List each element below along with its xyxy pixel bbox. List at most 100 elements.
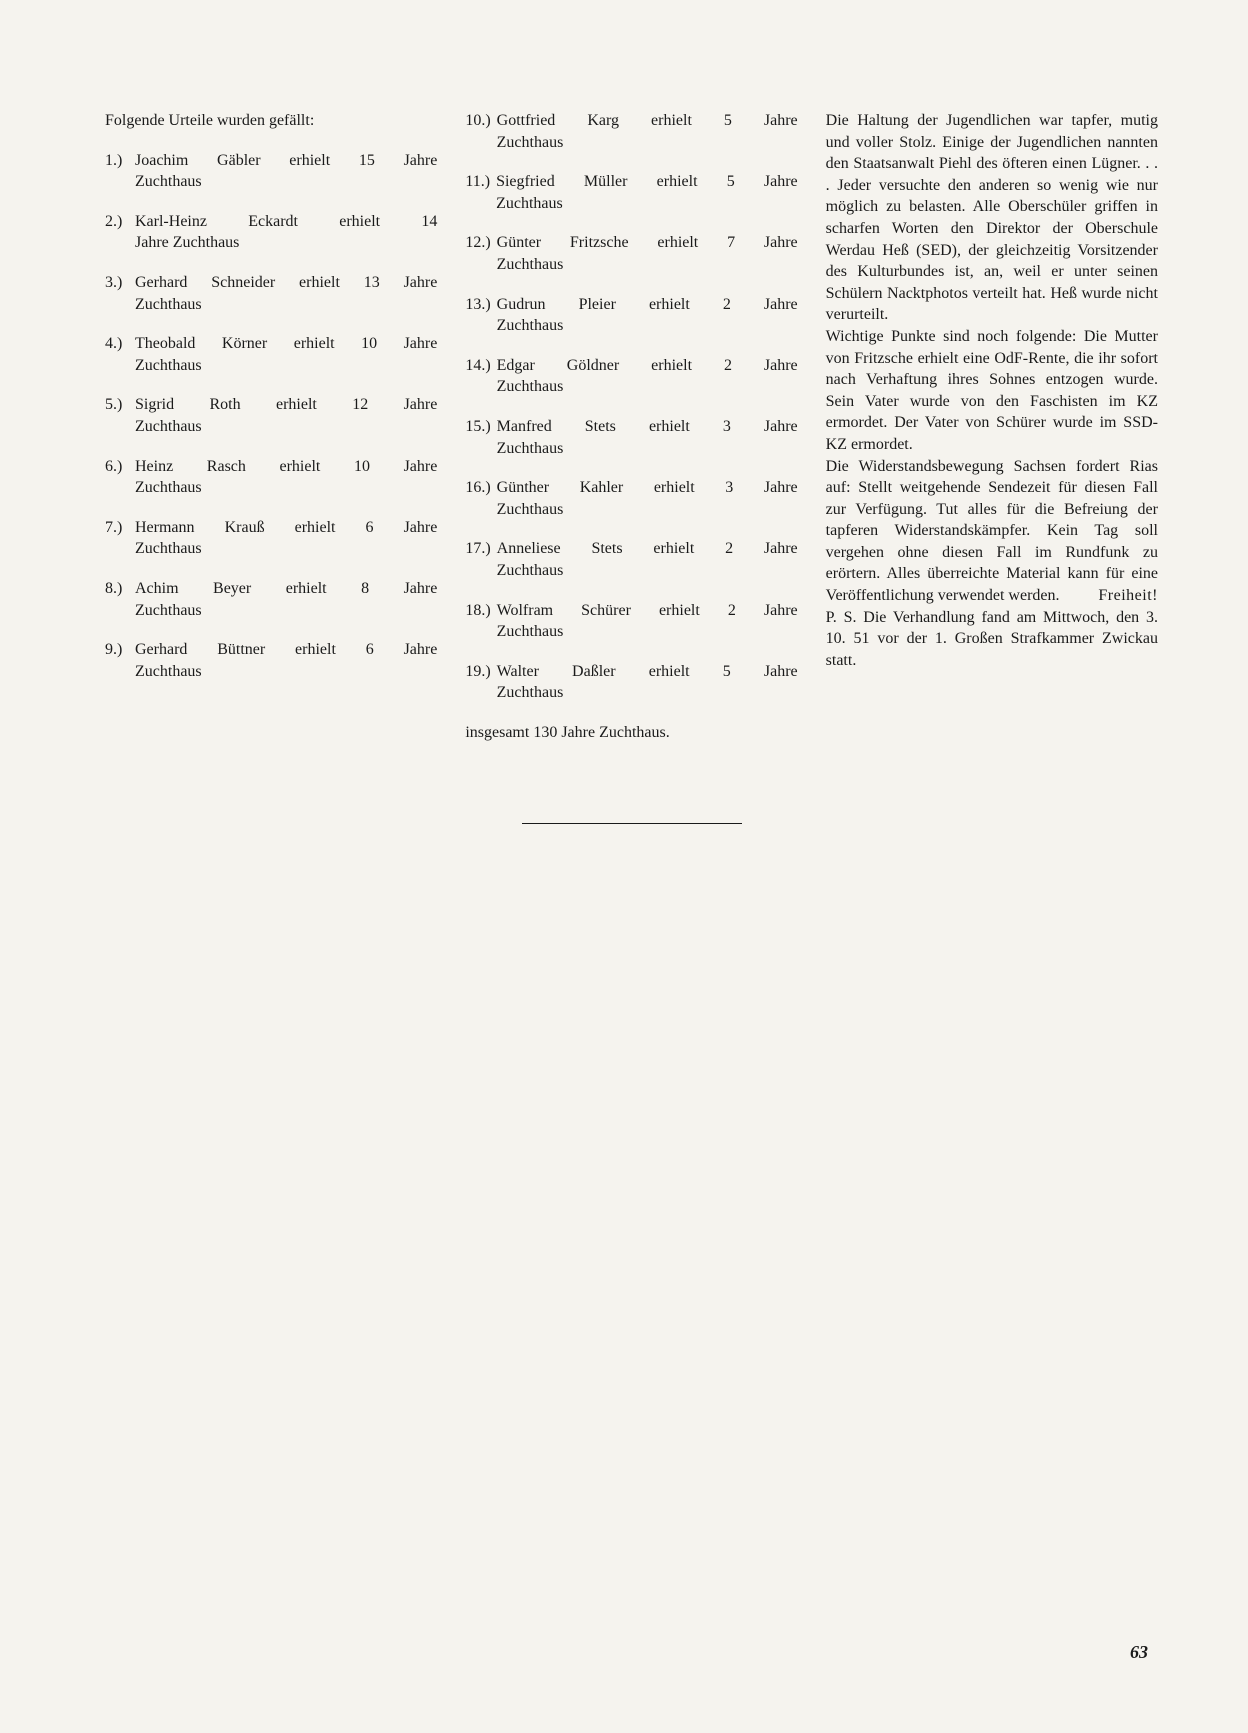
verdict-item: 10.)Gottfried Karg erhielt 5 JahreZuchth…	[465, 110, 797, 153]
verdict-text: Heinz Rasch erhielt 10 JahreZuchthaus	[135, 456, 437, 499]
verdict-line2: Zuchthaus	[497, 560, 798, 582]
verdict-number: 5.)	[105, 394, 135, 437]
verdict-line1: Wolfram Schürer erhielt 2 Jahre	[497, 600, 798, 622]
verdict-item: 8.)Achim Beyer erhielt 8 JahreZuchthaus	[105, 578, 437, 621]
verdict-line2: Zuchthaus	[135, 600, 437, 622]
verdict-line1: Manfred Stets erhielt 3 Jahre	[497, 416, 798, 438]
verdict-line2: Zuchthaus	[135, 294, 437, 316]
verdict-text: Gerhard Schneider erhielt 13 JahreZuchth…	[135, 272, 437, 315]
column-3: Die Haltung der Jugendlichen war tapfer,…	[826, 110, 1158, 743]
verdict-item: 7.)Hermann Krauß erhielt 6 JahreZuchthau…	[105, 517, 437, 560]
verdict-line2: Zuchthaus	[135, 416, 437, 438]
verdict-text: Walter Daßler erhielt 5 JahreZuchthaus	[497, 661, 798, 704]
verdict-text: Achim Beyer erhielt 8 JahreZuchthaus	[135, 578, 437, 621]
verdict-line1: Heinz Rasch erhielt 10 Jahre	[135, 456, 437, 478]
verdict-line2: Zuchthaus	[135, 538, 437, 560]
verdict-line1: Sigrid Roth erhielt 12 Jahre	[135, 394, 437, 416]
verdict-text: Gerhard Büttner erhielt 6 JahreZuchthaus	[135, 639, 437, 682]
verdict-line2: Zuchthaus	[497, 315, 798, 337]
verdict-item: 12.)Günter Fritzsche erhielt 7 JahreZuch…	[465, 232, 797, 275]
verdict-line1: Achim Beyer erhielt 8 Jahre	[135, 578, 437, 600]
verdict-line2: Zuchthaus	[497, 376, 798, 398]
prose-paragraph-3: Die Widerstandsbewegung Sachsen fordert …	[826, 456, 1158, 607]
freiheit-word: Freiheit!	[1098, 585, 1158, 607]
verdict-number: 17.)	[465, 538, 496, 581]
column-container: Folgende Urteile wurden gefällt: 1.)Joac…	[105, 110, 1158, 743]
page-number: 63	[1130, 1642, 1148, 1663]
prose-paragraph-4: P. S. Die Verhandlung fand am Mittwoch, …	[826, 607, 1158, 672]
column-2: 10.)Gottfried Karg erhielt 5 JahreZuchth…	[465, 110, 797, 743]
verdict-number: 2.)	[105, 211, 135, 254]
verdict-line2: Zuchthaus	[497, 621, 798, 643]
verdict-item: 19.)Walter Daßler erhielt 5 JahreZuchtha…	[465, 661, 797, 704]
verdict-item: 18.)Wolfram Schürer erhielt 2 JahreZucht…	[465, 600, 797, 643]
verdict-line2: Zuchthaus	[135, 661, 437, 683]
verdict-line2: Zuchthaus	[497, 132, 798, 154]
verdict-text: Theobald Körner erhielt 10 JahreZuchthau…	[135, 333, 437, 376]
verdict-text: Manfred Stets erhielt 3 JahreZuchthaus	[497, 416, 798, 459]
verdict-text: Hermann Krauß erhielt 6 JahreZuchthaus	[135, 517, 437, 560]
verdict-text: Gottfried Karg erhielt 5 JahreZuchthaus	[497, 110, 798, 153]
verdict-text: Siegfried Müller erhielt 5 JahreZuchthau…	[496, 171, 798, 214]
verdict-line1: Edgar Göldner erhielt 2 Jahre	[497, 355, 798, 377]
verdict-line1: Hermann Krauß erhielt 6 Jahre	[135, 517, 437, 539]
verdict-number: 1.)	[105, 150, 135, 193]
verdict-number: 4.)	[105, 333, 135, 376]
intro-text: Folgende Urteile wurden gefällt:	[105, 110, 437, 132]
verdict-line2: Zuchthaus	[497, 682, 798, 704]
verdict-text: Karl-Heinz Eckardt erhielt 14Jahre Zucht…	[135, 211, 437, 254]
verdict-line2: Zuchthaus	[496, 193, 798, 215]
verdict-item: 11.)Siegfried Müller erhielt 5 JahreZuch…	[465, 171, 797, 214]
verdict-item: 3.)Gerhard Schneider erhielt 13 JahreZuc…	[105, 272, 437, 315]
verdict-line1: Gottfried Karg erhielt 5 Jahre	[497, 110, 798, 132]
verdict-line1: Gerhard Schneider erhielt 13 Jahre	[135, 272, 437, 294]
verdict-line1: Karl-Heinz Eckardt erhielt 14	[135, 211, 437, 233]
verdict-item: 1.)Joachim Gäbler erhielt 15 JahreZuchth…	[105, 150, 437, 193]
prose-paragraph-1: Die Haltung der Jugendlichen war tapfer,…	[826, 110, 1158, 326]
verdict-text: Anneliese Stets erhielt 2 JahreZuchthaus	[497, 538, 798, 581]
verdict-text: Günther Kahler erhielt 3 JahreZuchthaus	[497, 477, 798, 520]
verdict-number: 6.)	[105, 456, 135, 499]
verdict-line2: Zuchthaus	[497, 254, 798, 276]
verdict-number: 12.)	[465, 232, 496, 275]
verdict-number: 19.)	[465, 661, 496, 704]
verdict-number: 9.)	[105, 639, 135, 682]
verdict-line2: Zuchthaus	[497, 499, 798, 521]
verdict-text: Sigrid Roth erhielt 12 JahreZuchthaus	[135, 394, 437, 437]
verdict-item: 2.)Karl-Heinz Eckardt erhielt 14Jahre Zu…	[105, 211, 437, 254]
verdict-item: 17.)Anneliese Stets erhielt 2 JahreZucht…	[465, 538, 797, 581]
document-page: Folgende Urteile wurden gefällt: 1.)Joac…	[0, 0, 1248, 1733]
verdict-line2: Zuchthaus	[497, 438, 798, 460]
section-divider	[522, 823, 742, 824]
prose-paragraph-2: Wichtige Punkte sind noch folgende: Die …	[826, 326, 1158, 456]
verdict-line2: Zuchthaus	[135, 171, 437, 193]
verdict-item: 13.)Gudrun Pleier erhielt 2 JahreZuchtha…	[465, 294, 797, 337]
verdict-number: 8.)	[105, 578, 135, 621]
verdict-item: 4.)Theobald Körner erhielt 10 JahreZucht…	[105, 333, 437, 376]
verdict-line1: Günther Kahler erhielt 3 Jahre	[497, 477, 798, 499]
verdict-line1: Gerhard Büttner erhielt 6 Jahre	[135, 639, 437, 661]
verdict-list-2: 10.)Gottfried Karg erhielt 5 JahreZuchth…	[465, 110, 797, 704]
verdict-text: Joachim Gäbler erhielt 15 JahreZuchthaus	[135, 150, 437, 193]
verdict-number: 10.)	[465, 110, 496, 153]
verdict-number: 16.)	[465, 477, 496, 520]
verdict-number: 18.)	[465, 600, 496, 643]
verdict-number: 7.)	[105, 517, 135, 560]
verdict-text: Günter Fritzsche erhielt 7 JahreZuchthau…	[497, 232, 798, 275]
verdict-item: 6.)Heinz Rasch erhielt 10 JahreZuchthaus	[105, 456, 437, 499]
verdict-item: 15.)Manfred Stets erhielt 3 JahreZuchtha…	[465, 416, 797, 459]
verdict-line1: Theobald Körner erhielt 10 Jahre	[135, 333, 437, 355]
verdict-line1: Anneliese Stets erhielt 2 Jahre	[497, 538, 798, 560]
verdict-number: 15.)	[465, 416, 496, 459]
verdict-item: 16.)Günther Kahler erhielt 3 JahreZuchth…	[465, 477, 797, 520]
verdict-text: Wolfram Schürer erhielt 2 JahreZuchthaus	[497, 600, 798, 643]
verdict-line1: Siegfried Müller erhielt 5 Jahre	[496, 171, 798, 193]
verdict-line1: Gudrun Pleier erhielt 2 Jahre	[497, 294, 798, 316]
verdict-line1: Günter Fritzsche erhielt 7 Jahre	[497, 232, 798, 254]
verdict-number: 13.)	[465, 294, 496, 337]
verdict-item: 9.)Gerhard Büttner erhielt 6 JahreZuchth…	[105, 639, 437, 682]
verdict-number: 3.)	[105, 272, 135, 315]
verdict-item: 14.)Edgar Göldner erhielt 2 JahreZuchtha…	[465, 355, 797, 398]
verdict-line2: Zuchthaus	[135, 355, 437, 377]
verdict-text: Edgar Göldner erhielt 2 JahreZuchthaus	[497, 355, 798, 398]
